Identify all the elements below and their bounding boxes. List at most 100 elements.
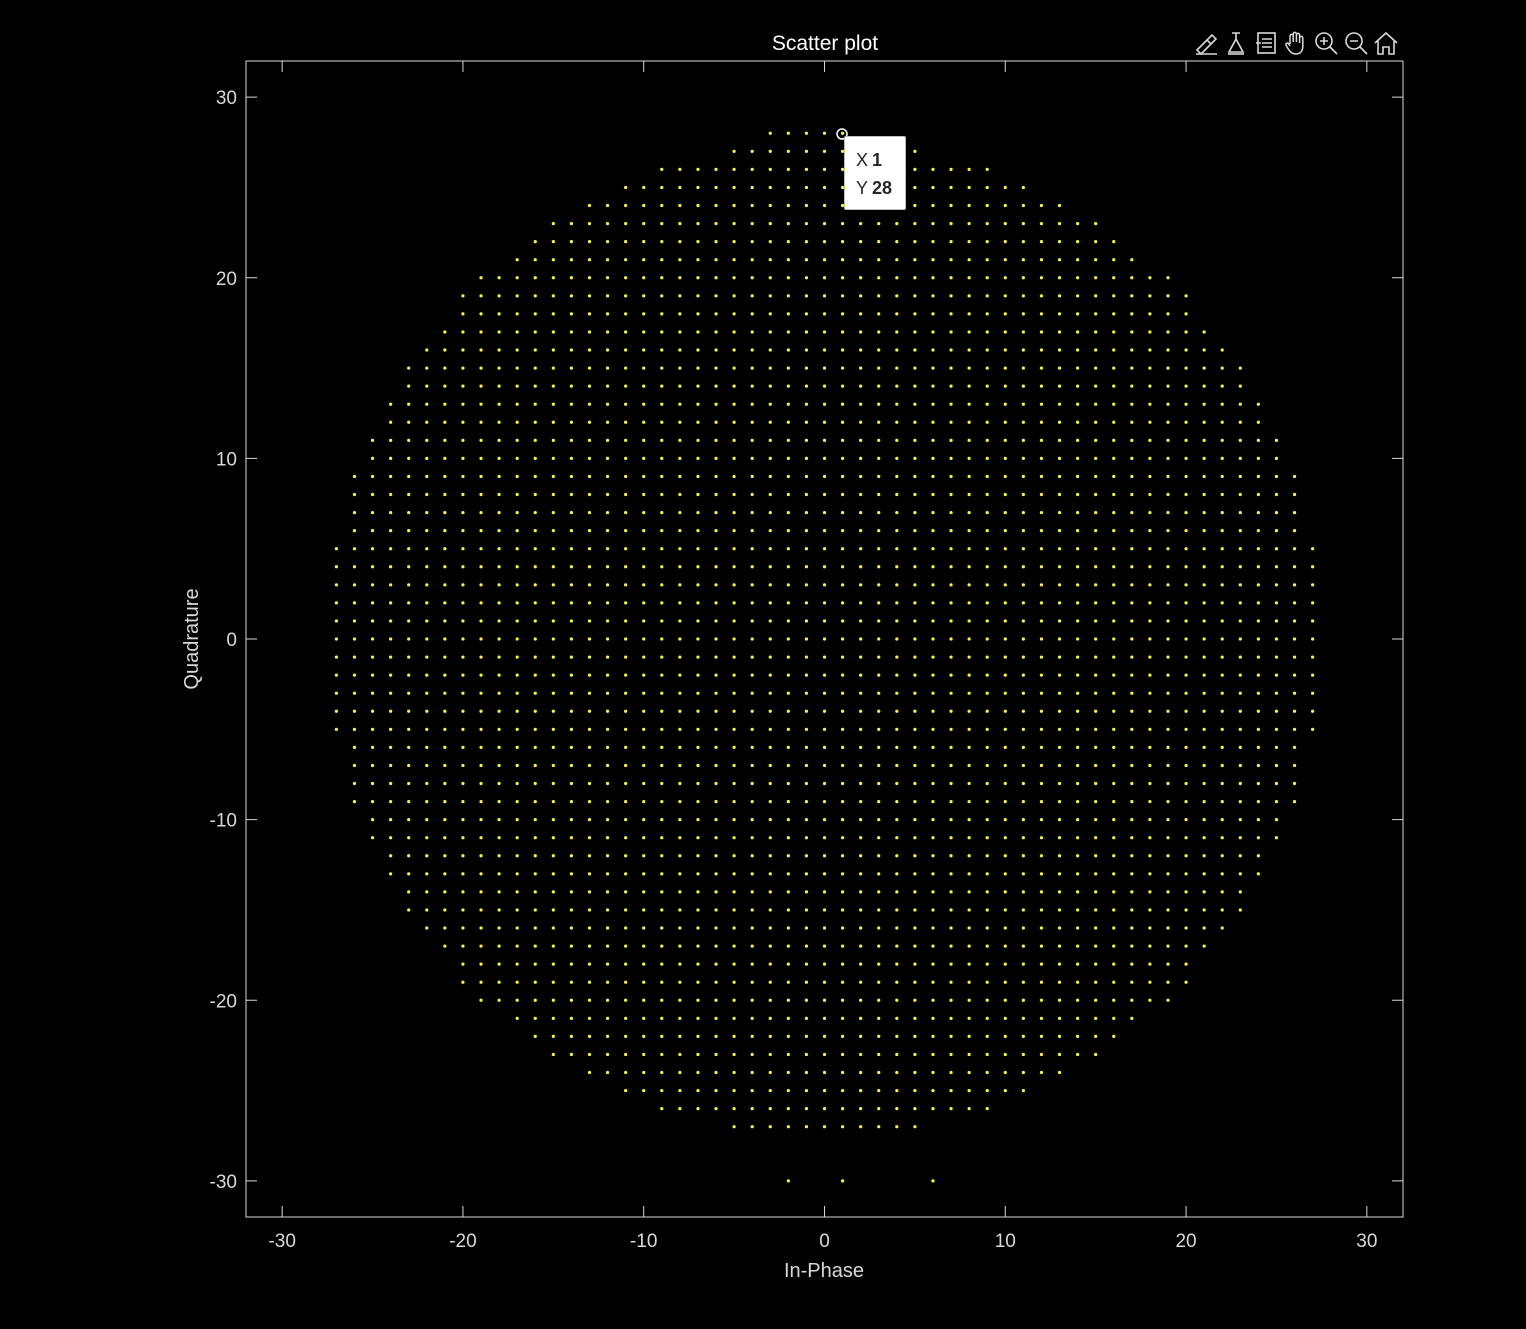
scatter-point (931, 492, 935, 497)
scatter-point (587, 529, 592, 533)
scatter-point (750, 799, 754, 804)
scatter-point (768, 221, 772, 226)
scatter-point (750, 294, 754, 298)
scatter-point (569, 818, 574, 822)
scatter-point (1021, 456, 1025, 460)
scatter-point (443, 836, 447, 840)
scatter-point (895, 637, 899, 641)
scatter-point (822, 763, 827, 768)
scatter-point (732, 203, 736, 208)
scatter-point (642, 998, 646, 1002)
scatter-point (985, 366, 989, 370)
scatter-point (587, 890, 592, 894)
scatter-point (931, 203, 935, 208)
scatter-point (1021, 330, 1025, 334)
scatter-point (877, 1088, 881, 1093)
scatter-point (642, 763, 646, 768)
scatter-point (605, 402, 610, 406)
scatter-point (678, 637, 682, 641)
scatter-point (732, 529, 736, 533)
scatter-point (1112, 854, 1116, 858)
scatter-point (822, 203, 827, 208)
scatter-point (642, 1088, 646, 1093)
scatter-point (624, 673, 628, 677)
scatter-point (1021, 836, 1025, 840)
scatter-point (678, 763, 682, 768)
link-button[interactable] (1252, 28, 1279, 58)
scatter-point (931, 221, 935, 226)
brush-button[interactable] (1192, 28, 1219, 58)
scatter-point (334, 637, 338, 641)
scatter-point (1311, 565, 1315, 569)
scatter-point (461, 312, 465, 316)
scatter-point (804, 619, 809, 623)
scatter-point (587, 384, 592, 388)
home-button[interactable] (1372, 28, 1399, 58)
scatter-point (786, 763, 790, 768)
scatter-point (804, 240, 809, 244)
scatter-point (587, 926, 592, 930)
scatter-point (822, 131, 827, 135)
scatter-point (840, 149, 845, 153)
scatter-point (1039, 890, 1044, 894)
scatter-point (804, 547, 809, 551)
scatter-point (804, 258, 809, 262)
scatter-point (533, 583, 537, 587)
scatter-point (1075, 547, 1080, 551)
pan-button[interactable] (1282, 28, 1309, 58)
scatter-point (877, 1016, 881, 1020)
scatter-point (931, 854, 935, 858)
scatter-point (1021, 854, 1025, 858)
scatter-point (461, 384, 465, 388)
scatter-point (822, 980, 827, 984)
scatter-point (1130, 601, 1134, 605)
scatter-point (642, 836, 646, 840)
scatter-point (515, 547, 519, 551)
zoom-out-button[interactable] (1342, 28, 1369, 58)
scatter-point (750, 781, 754, 786)
scatter-point (678, 366, 682, 370)
scatter-point (1274, 601, 1279, 605)
selected-point-marker[interactable] (836, 128, 848, 140)
scatter-point (967, 474, 971, 479)
scatter-point (696, 185, 700, 190)
scatter-point (768, 962, 772, 966)
scatter-point (732, 167, 736, 171)
scatter-point (1130, 836, 1134, 840)
scatter-point (1112, 1016, 1116, 1020)
scatter-point (1238, 510, 1242, 515)
scatter-point (1166, 312, 1170, 316)
scatter-point (714, 980, 718, 984)
scatter-point (1130, 818, 1134, 822)
scatter-point (389, 836, 393, 840)
scatter-point (605, 1070, 610, 1075)
scatter-point (895, 456, 899, 460)
scatter-point (931, 926, 935, 930)
scatter-point (732, 366, 736, 370)
scatter-point (822, 1070, 827, 1075)
scatter-point (786, 240, 790, 244)
scatter-point (877, 890, 881, 894)
scatter-point (1039, 673, 1044, 677)
scatter-point (407, 384, 411, 388)
scatter-point (1021, 655, 1025, 659)
scatter-point (1003, 818, 1007, 822)
scatter-point (895, 312, 899, 316)
zoom-in-button[interactable] (1312, 28, 1339, 58)
scatter-point (949, 185, 953, 190)
scatter-point (822, 438, 827, 442)
scatter-point (1112, 583, 1116, 587)
scatter-point (714, 384, 718, 388)
scatter-point (949, 492, 953, 497)
scatter-point (750, 1016, 754, 1020)
scatter-point (624, 565, 628, 569)
scatter-point (696, 1088, 700, 1093)
scatter-point (985, 799, 989, 804)
scatter-point (660, 583, 664, 587)
scatter-point (967, 1070, 971, 1075)
scatter-point (786, 908, 790, 912)
scatter-point (967, 203, 971, 208)
data-cursor-button[interactable] (1222, 28, 1249, 58)
scatter-point (1057, 836, 1062, 840)
